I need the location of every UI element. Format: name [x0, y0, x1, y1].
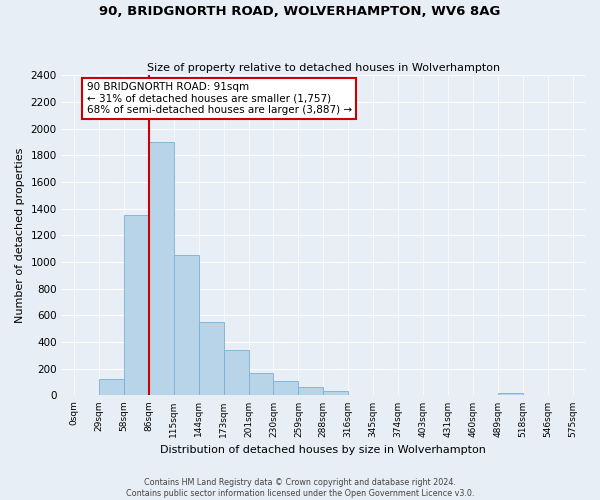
Bar — [274, 381, 298, 396]
X-axis label: Distribution of detached houses by size in Wolverhampton: Distribution of detached houses by size … — [160, 445, 486, 455]
Text: Contains HM Land Registry data © Crown copyright and database right 2024.
Contai: Contains HM Land Registry data © Crown c… — [126, 478, 474, 498]
Y-axis label: Number of detached properties: Number of detached properties — [15, 148, 25, 323]
Bar — [124, 216, 149, 396]
Text: 90 BRIDGNORTH ROAD: 91sqm
← 31% of detached houses are smaller (1,757)
68% of se: 90 BRIDGNORTH ROAD: 91sqm ← 31% of detac… — [86, 82, 352, 115]
Bar — [248, 374, 274, 396]
Bar — [99, 379, 124, 396]
Bar — [323, 392, 348, 396]
Bar — [224, 350, 248, 396]
Bar — [298, 388, 323, 396]
Text: 90, BRIDGNORTH ROAD, WOLVERHAMPTON, WV6 8AG: 90, BRIDGNORTH ROAD, WOLVERHAMPTON, WV6 … — [100, 5, 500, 18]
Bar — [498, 393, 523, 396]
Title: Size of property relative to detached houses in Wolverhampton: Size of property relative to detached ho… — [147, 63, 500, 73]
Bar — [174, 256, 199, 396]
Bar — [199, 322, 224, 396]
Bar — [149, 142, 174, 396]
